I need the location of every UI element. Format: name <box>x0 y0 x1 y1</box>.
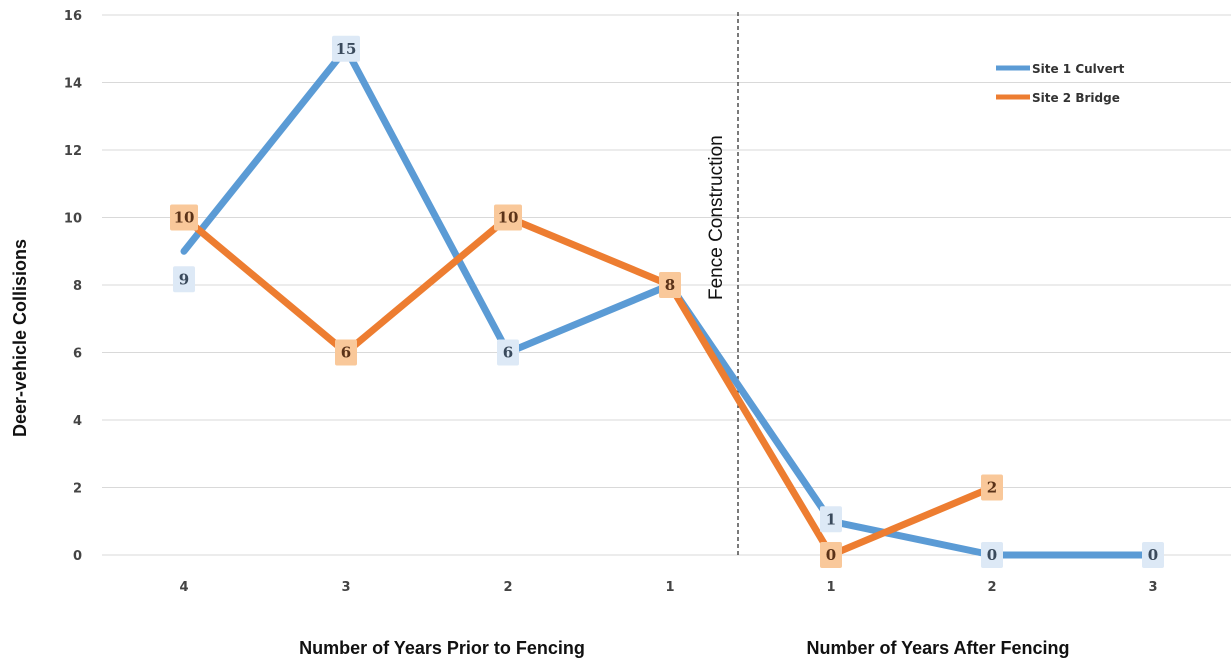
x-axis-title-after: Number of Years After Fencing <box>806 638 1069 658</box>
data-label-box <box>497 339 519 366</box>
data-label-box <box>981 542 1003 568</box>
y-tick-label: 0 <box>73 549 82 564</box>
x-tick-label: 3 <box>1148 580 1157 595</box>
data-label: 10 <box>174 209 195 227</box>
y-tick-label: 10 <box>64 212 82 227</box>
data-label: 2 <box>987 479 997 497</box>
data-label: 0 <box>1148 546 1158 564</box>
y-tick-label: 2 <box>73 482 82 497</box>
fence-construction-annotation: Fence Construction <box>706 135 727 300</box>
data-label-box <box>332 35 360 62</box>
data-label: 6 <box>503 344 513 362</box>
data-label-box <box>820 506 842 533</box>
data-label: 15 <box>336 40 357 58</box>
y-tick-label: 16 <box>64 9 82 24</box>
data-labels: 9156810010610802 <box>170 35 1164 568</box>
x-tick-label: 2 <box>503 580 512 595</box>
data-label: 0 <box>987 546 997 564</box>
data-label-box <box>981 474 1003 501</box>
legend-label: Site 1 Culvert <box>1032 62 1125 76</box>
data-label-box <box>659 272 681 298</box>
data-label-box <box>335 339 357 366</box>
data-label: 8 <box>665 276 675 294</box>
y-tick-label: 14 <box>64 77 82 92</box>
data-label: 9 <box>179 270 189 288</box>
series-line <box>180 45 1157 559</box>
y-tick-labels: 0 2 4 6 8 10 12 14 16 <box>64 9 82 564</box>
y-axis-title: Deer-vehicle Collisions <box>10 239 30 437</box>
y-tick-label: 12 <box>64 144 82 159</box>
x-axis-title-prior: Number of Years Prior to Fencing <box>299 638 585 658</box>
x-tick-label: 1 <box>826 580 835 595</box>
x-tick-labels: 4 3 2 1 1 2 3 <box>179 580 1157 595</box>
data-label: 1 <box>826 510 836 528</box>
data-label: 0 <box>826 546 836 564</box>
y-tick-label: 6 <box>73 347 82 362</box>
x-tick-label: 4 <box>179 580 188 595</box>
series-lines <box>180 45 1157 559</box>
y-tick-label: 4 <box>73 414 82 429</box>
legend: Site 1 Culvert Site 2 Bridge <box>996 62 1125 105</box>
data-label: 10 <box>498 209 519 227</box>
y-tick-label: 8 <box>73 279 82 294</box>
data-label-box <box>820 542 842 568</box>
x-tick-label: 1 <box>665 580 674 595</box>
data-label: 6 <box>341 344 351 362</box>
x-tick-label: 3 <box>341 580 350 595</box>
data-label-box <box>494 204 522 231</box>
legend-label: Site 2 Bridge <box>1032 91 1120 105</box>
data-label-box <box>173 266 195 293</box>
data-label-box <box>1142 542 1164 568</box>
data-label-box <box>170 204 198 231</box>
x-tick-label: 2 <box>987 580 996 595</box>
series-line <box>180 214 996 559</box>
